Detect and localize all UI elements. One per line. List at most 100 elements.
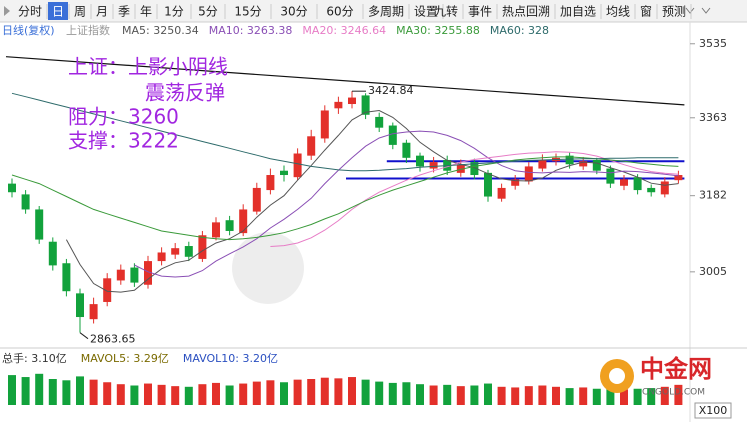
candle-body xyxy=(497,187,506,199)
volume-bar xyxy=(21,377,30,405)
volume-bar xyxy=(647,388,656,405)
candle-body xyxy=(239,209,248,234)
toolbar-button[interactable]: 30分 xyxy=(280,5,307,19)
volume-bar xyxy=(334,378,343,405)
toolbar-button-selected xyxy=(48,2,68,20)
ma-line xyxy=(11,92,679,172)
toolbar-button[interactable]: 60分 xyxy=(326,5,353,19)
volume-legend: MAVOL5: 3.29亿 xyxy=(81,352,169,365)
watermark-logo xyxy=(232,232,304,304)
toolbar-button[interactable]: 季 xyxy=(118,5,130,19)
candle-body xyxy=(606,168,615,184)
ma-line xyxy=(65,109,679,293)
volume-bar xyxy=(620,389,628,405)
toolbar-button[interactable]: 1分 xyxy=(164,5,184,19)
period-label: 日线(复权) xyxy=(2,23,55,37)
candle-body xyxy=(157,252,166,262)
volume-bar xyxy=(348,377,356,405)
legend-entry: MA5: 3250.34 xyxy=(122,24,199,37)
volume-bar xyxy=(198,384,207,405)
toolbar-arrow xyxy=(4,6,10,16)
volume-bar xyxy=(116,384,125,405)
volume-bar xyxy=(633,388,642,405)
toolbar-button[interactable]: 九转 xyxy=(434,4,458,19)
candle-body xyxy=(416,155,424,167)
trend-line xyxy=(5,56,685,106)
candle-body xyxy=(76,293,84,318)
toolbar-button[interactable]: 预测 xyxy=(662,5,686,19)
volume-bar xyxy=(293,379,302,405)
candle-body xyxy=(388,125,397,145)
candle-body xyxy=(402,142,411,158)
volume-bar xyxy=(184,386,193,405)
toolbar-button[interactable]: 多周期 xyxy=(368,5,404,19)
toolbar-button[interactable]: 月 xyxy=(96,5,108,19)
volume-bar xyxy=(266,380,275,405)
candle-body xyxy=(266,175,275,191)
candle-body xyxy=(116,269,125,281)
toolbar-button[interactable]: 窗 xyxy=(640,5,652,19)
volume-bar xyxy=(76,376,84,405)
y-tick-label: 3182 xyxy=(699,189,727,202)
volume-bar xyxy=(511,387,520,405)
toolbar xyxy=(0,0,747,22)
volume-bar xyxy=(89,379,98,405)
legend-entry: MA30: 3255.88 xyxy=(396,24,480,37)
candle-body xyxy=(8,183,16,193)
volume-bar xyxy=(375,381,384,405)
high-label: 3424.84 xyxy=(368,84,414,97)
candle-body xyxy=(456,164,465,173)
volume-bar xyxy=(402,382,411,405)
candle-body xyxy=(144,261,152,285)
toolbar-button[interactable]: 均线 xyxy=(606,5,630,19)
volume-bar xyxy=(144,383,152,405)
candle-body xyxy=(470,162,479,176)
candle-body xyxy=(184,246,193,257)
annotation: 支撑：3222 xyxy=(68,129,179,153)
candle-body xyxy=(674,175,683,181)
annotation: 阻力：3260 xyxy=(68,105,179,129)
toolbar-button[interactable]: 5分 xyxy=(198,5,218,19)
ma-line xyxy=(134,130,679,278)
volume-bar xyxy=(443,384,452,405)
volume-bar xyxy=(606,388,615,405)
candle-body xyxy=(307,136,316,156)
volume-bar xyxy=(470,385,479,405)
toolbar-button[interactable]: 15分 xyxy=(234,5,261,19)
toolbar-button[interactable]: 事件 xyxy=(468,5,492,19)
legend-entry: MA60: 328 xyxy=(490,24,549,37)
volume-bar xyxy=(320,377,329,405)
volume-bar xyxy=(538,385,547,405)
volume-bar xyxy=(674,384,683,405)
logo-icon-inner xyxy=(609,368,625,384)
legend-entry: MA10: 3263.38 xyxy=(209,24,293,37)
toolbar-button[interactable]: 日 xyxy=(52,5,64,19)
candle-body xyxy=(130,267,139,283)
toolbar-button[interactable]: 年 xyxy=(140,5,152,19)
volume-bar xyxy=(497,386,506,405)
volume-legend: MAVOL10: 3.20亿 xyxy=(183,352,278,365)
legend-entry: MA20: 3246.64 xyxy=(302,24,386,37)
candle-body xyxy=(89,304,98,320)
toolbar-button[interactable]: 热点回溯 xyxy=(502,4,550,19)
volume-bar xyxy=(35,373,44,405)
low-pointer xyxy=(79,332,89,340)
toolbar-button[interactable]: 分时 xyxy=(18,5,42,19)
volume-bar xyxy=(524,386,533,405)
candle-body xyxy=(103,278,112,302)
volume-bar xyxy=(252,381,261,405)
volume-bar xyxy=(8,375,16,405)
toolbar-button[interactable]: 周 xyxy=(74,5,86,19)
volume-bar xyxy=(429,385,438,405)
toolbar-button[interactable]: 设置 xyxy=(414,5,438,19)
annotation: 震荡反弹 xyxy=(145,81,225,105)
ma-line xyxy=(11,156,679,241)
volume-bar xyxy=(388,382,397,405)
volume-bar xyxy=(592,388,601,405)
volume-bar xyxy=(456,386,465,405)
volume-bar xyxy=(307,379,316,405)
candle-body xyxy=(647,187,656,193)
volume-bar xyxy=(239,383,248,405)
toolbar-button[interactable]: 加自选 xyxy=(560,5,596,19)
